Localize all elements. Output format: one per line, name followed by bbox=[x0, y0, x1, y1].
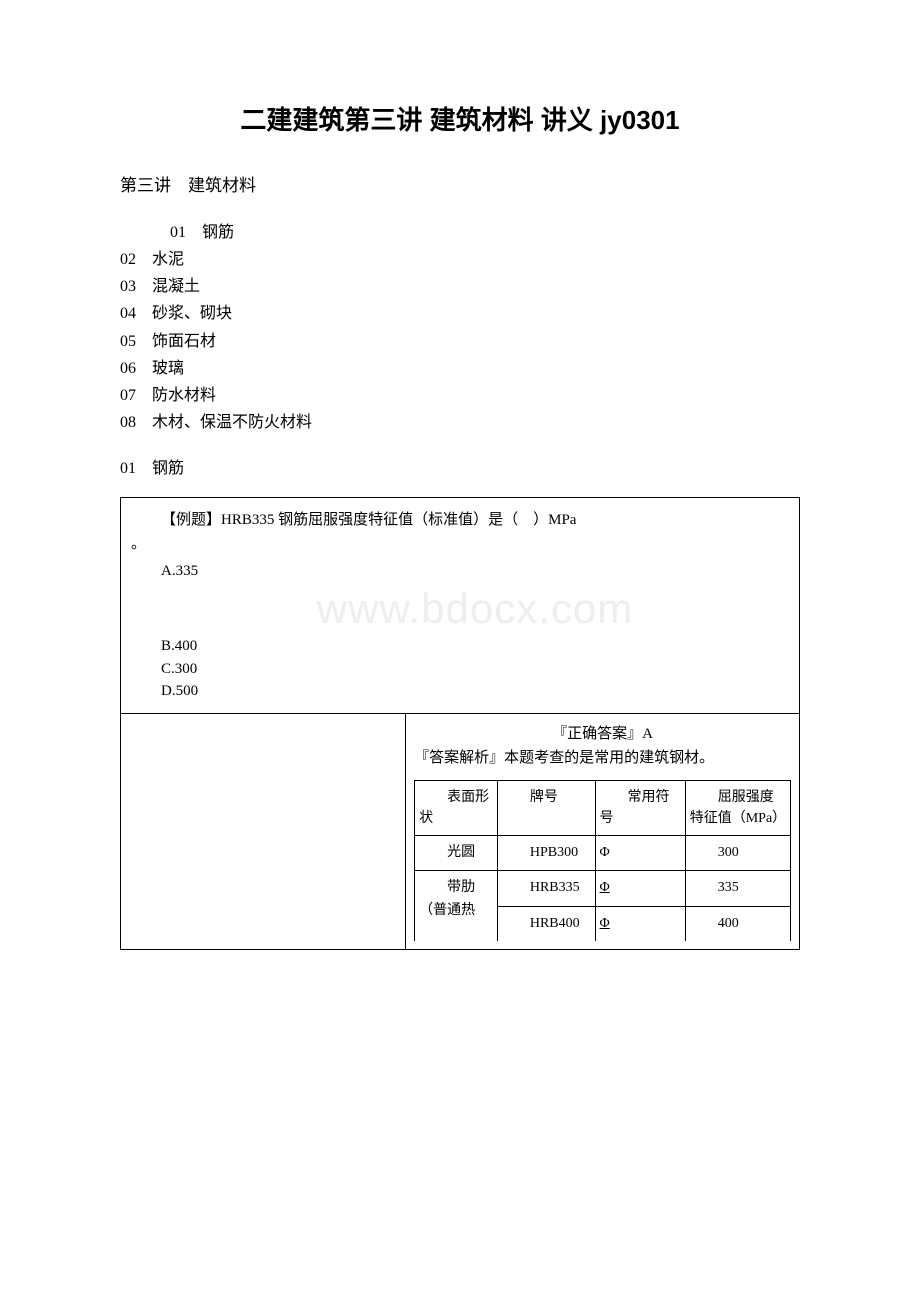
toc: 01 钢筋 02 水泥 03 混凝土 04 砂浆、砌块 05 饰面石材 06 玻… bbox=[120, 219, 800, 437]
toc-item: 04 砂浆、砌块 bbox=[120, 300, 800, 327]
toc-item: 06 玻璃 bbox=[120, 355, 800, 382]
header-surface-text: 表面形状 bbox=[419, 787, 493, 829]
table-row: 带肋（普通热 HRB335 Φ 335 bbox=[415, 871, 791, 906]
toc-item: 05 饰面石材 bbox=[120, 328, 800, 355]
header-value-text: 屈服强度特征值（MPa） bbox=[690, 787, 786, 829]
cell-surface-text: 带肋（普通热 bbox=[419, 877, 493, 922]
header-brand-text: 牌号 bbox=[502, 787, 591, 808]
header-value: 屈服强度特征值（MPa） bbox=[685, 780, 790, 835]
empty-cell bbox=[121, 713, 406, 949]
cell-value: 300 bbox=[685, 835, 790, 870]
cell-value-text: 335 bbox=[690, 877, 786, 899]
correct-answer: 『正确答案』A bbox=[414, 722, 791, 746]
cell-surface: 光圆 bbox=[415, 835, 498, 870]
answer-cell: 『正确答案』A 『答案解析』本题考查的是常用的建筑钢材。 表面形状 牌号 常用符… bbox=[406, 713, 800, 949]
answer-row: 『正确答案』A 『答案解析』本题考查的是常用的建筑钢材。 表面形状 牌号 常用符… bbox=[121, 713, 800, 949]
option-c: C.300 bbox=[161, 658, 789, 681]
watermark: www.bdocx.com bbox=[161, 577, 789, 640]
option-a: A.335 bbox=[161, 560, 789, 583]
phi-symbol: Φ bbox=[600, 845, 610, 860]
answer-analysis: 『答案解析』本题考查的是常用的建筑钢材。 bbox=[414, 746, 791, 770]
answer-block: 『正确答案』A 『答案解析』本题考查的是常用的建筑钢材。 bbox=[414, 722, 791, 770]
question-body: HRB335 钢筋屈服强度特征值（标准值）是（ ）MPa bbox=[221, 512, 576, 528]
toc-item: 07 防水材料 bbox=[120, 382, 800, 409]
question-cell: 【例题】HRB335 钢筋屈服强度特征值（标准值）是（ ）MPa 。 A.335… bbox=[121, 497, 800, 713]
cell-symbol: Φ bbox=[595, 871, 685, 906]
question-answer-table: 【例题】HRB335 钢筋屈服强度特征值（标准值）是（ ）MPa 。 A.335… bbox=[120, 497, 800, 950]
toc-item: 03 混凝土 bbox=[120, 273, 800, 300]
phi-underline-symbol: Φ bbox=[600, 916, 610, 931]
cell-symbol: Φ bbox=[595, 906, 685, 941]
table-row: 光圆 HPB300 Φ 300 bbox=[415, 835, 791, 870]
toc-item: 01 钢筋 bbox=[120, 219, 800, 246]
sub-heading: 01 钢筋 bbox=[120, 456, 800, 482]
question-prefix: 【例题】 bbox=[161, 512, 221, 528]
option-d: D.500 bbox=[161, 680, 789, 703]
cell-brand: HRB335 bbox=[497, 871, 595, 906]
table-header-row: 表面形状 牌号 常用符号 屈服强度特征值（MPa） bbox=[415, 780, 791, 835]
header-symbol: 常用符号 bbox=[595, 780, 685, 835]
steel-properties-table: 表面形状 牌号 常用符号 屈服强度特征值（MPa） 光圆 bbox=[414, 780, 791, 941]
phi-underline-symbol: Φ bbox=[600, 880, 610, 895]
cell-symbol: Φ bbox=[595, 835, 685, 870]
cell-brand: HPB300 bbox=[497, 835, 595, 870]
cell-brand-text: HRB335 bbox=[502, 877, 591, 899]
header-surface: 表面形状 bbox=[415, 780, 498, 835]
section-heading: 第三讲 建筑材料 bbox=[120, 172, 800, 199]
header-symbol-text: 常用符号 bbox=[600, 787, 681, 829]
cell-surface-merged: 带肋（普通热 bbox=[415, 871, 498, 941]
cell-value: 335 bbox=[685, 871, 790, 906]
question-suffix: 。 bbox=[131, 536, 146, 552]
cell-surface-text: 光圆 bbox=[419, 842, 493, 864]
cell-brand-text: HRB400 bbox=[502, 913, 591, 935]
option-b: B.400 bbox=[161, 635, 789, 658]
cell-value: 400 bbox=[685, 906, 790, 941]
toc-item: 08 木材、保温不防火材料 bbox=[120, 409, 800, 436]
toc-item: 02 水泥 bbox=[120, 246, 800, 273]
question-row: 【例题】HRB335 钢筋屈服强度特征值（标准值）是（ ）MPa 。 A.335… bbox=[121, 497, 800, 713]
cell-value-text: 300 bbox=[690, 842, 786, 864]
question-text: 【例题】HRB335 钢筋屈服强度特征值（标准值）是（ ）MPa bbox=[131, 508, 789, 532]
cell-brand-text: HPB300 bbox=[502, 842, 591, 864]
options: A.335 www.bdocx.com B.400 C.300 D.500 bbox=[131, 560, 789, 703]
page-title: 二建建筑第三讲 建筑材料 讲义 jy0301 bbox=[120, 100, 800, 142]
cell-brand: HRB400 bbox=[497, 906, 595, 941]
header-brand: 牌号 bbox=[497, 780, 595, 835]
cell-value-text: 400 bbox=[690, 913, 786, 935]
